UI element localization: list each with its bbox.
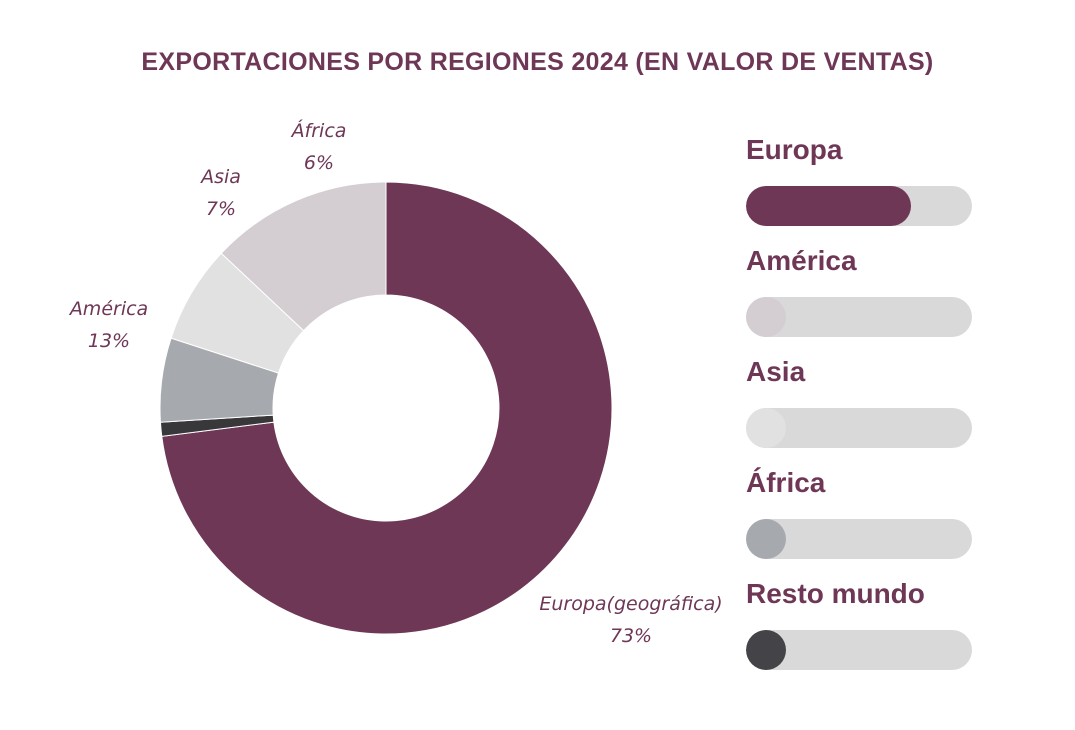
progress-fill — [746, 408, 786, 448]
legend-item: América — [746, 241, 976, 337]
slice-value-label: 7% — [206, 198, 236, 220]
progress-fill — [746, 630, 786, 670]
progress-track — [746, 519, 972, 559]
slice-europa-geogr-fica- — [161, 181, 613, 635]
chart-title: EXPORTACIONES POR REGIONES 2024 (EN VALO… — [141, 48, 934, 76]
slice-am-rica — [220, 181, 387, 332]
legend-label: América — [746, 245, 857, 276]
legend-item: Europa — [746, 130, 976, 226]
slice-label: África — [290, 119, 347, 142]
slice-value-label: 73% — [610, 625, 652, 647]
progress-fill — [746, 519, 786, 559]
slice-label: Europa(geográfica) — [539, 593, 722, 615]
progress-track — [746, 297, 972, 337]
legend-item: Resto mundo — [746, 574, 976, 670]
legend-item: Asia — [746, 352, 976, 448]
legend-label: Resto mundo — [746, 578, 925, 609]
progress-fill — [746, 186, 911, 226]
progress-track — [746, 630, 972, 670]
progress-fill — [746, 297, 786, 337]
legend-label: África — [746, 467, 826, 498]
slice-value-label: 6% — [304, 152, 334, 174]
progress-track — [746, 186, 972, 226]
legend-label: Europa — [746, 134, 843, 165]
progress-track — [746, 408, 972, 448]
legend-label: Asia — [746, 356, 806, 387]
slice-value-label: 13% — [88, 330, 130, 352]
legend-item: África — [746, 463, 976, 559]
slice-label: América — [68, 298, 148, 320]
slice-label: Asia — [199, 166, 241, 188]
